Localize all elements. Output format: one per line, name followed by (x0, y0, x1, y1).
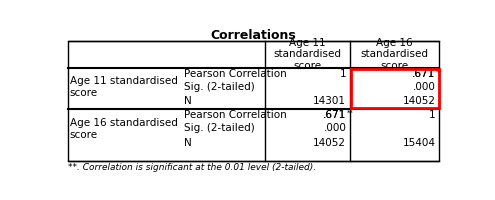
Text: .000: .000 (412, 82, 436, 92)
Text: .671: .671 (323, 110, 346, 120)
Text: Pearson Correlation: Pearson Correlation (184, 69, 287, 79)
Text: 15404: 15404 (402, 138, 436, 148)
Text: 14052: 14052 (313, 138, 346, 148)
Text: Age 11 standardised
score: Age 11 standardised score (70, 76, 178, 98)
Text: Sig. (2-tailed): Sig. (2-tailed) (184, 82, 255, 92)
Text: Age 16 standardised
score: Age 16 standardised score (70, 118, 178, 140)
Text: **. Correlation is significant at the 0.01 level (2-tailed).: **. Correlation is significant at the 0.… (68, 163, 316, 172)
Text: Age 11
standardised
score: Age 11 standardised score (274, 38, 342, 71)
Text: 14301: 14301 (313, 96, 346, 106)
Text: N: N (184, 138, 192, 148)
Text: .000: .000 (323, 123, 346, 133)
Text: 1: 1 (340, 69, 346, 79)
Text: **: ** (436, 69, 443, 75)
Text: **: ** (347, 110, 354, 116)
Bar (68, 41, 439, 161)
Text: Correlations: Correlations (210, 29, 296, 42)
Bar (351, 69, 439, 108)
Text: 14052: 14052 (402, 96, 436, 106)
Text: Sig. (2-tailed): Sig. (2-tailed) (184, 123, 255, 133)
Text: Age 16
standardised
score: Age 16 standardised score (361, 38, 429, 71)
Text: N: N (184, 96, 192, 106)
Text: .671: .671 (412, 69, 436, 79)
Text: .671: .671 (323, 110, 346, 120)
Text: 1: 1 (429, 110, 436, 120)
Text: .671: .671 (412, 69, 436, 79)
Text: Pearson Correlation: Pearson Correlation (184, 110, 287, 120)
